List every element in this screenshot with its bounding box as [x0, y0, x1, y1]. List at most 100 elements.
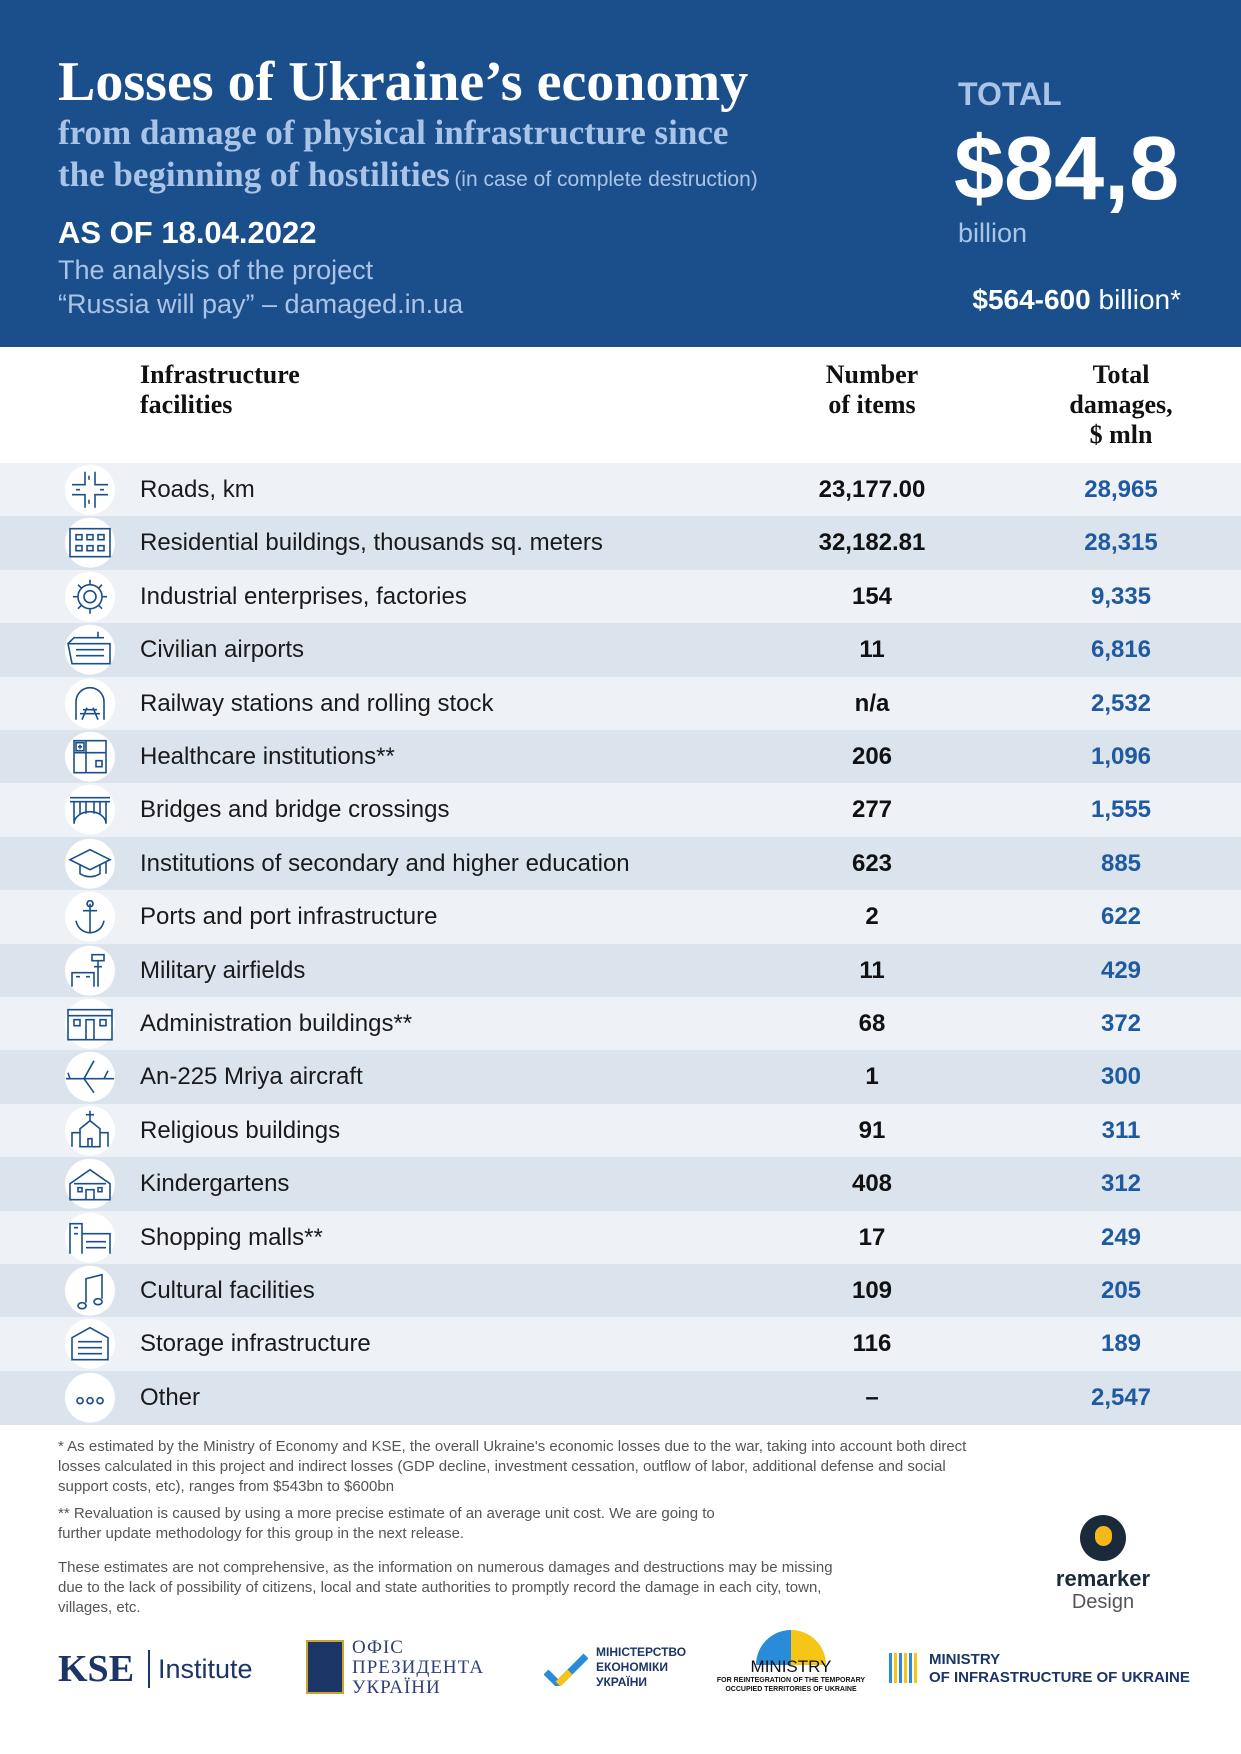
row-damage: 311 [1101, 1116, 1141, 1144]
row-label: Military airfields [140, 956, 306, 984]
row-label: Industrial enterprises, factories [140, 582, 467, 610]
icon-bg [65, 464, 115, 515]
row-icon [65, 998, 115, 1049]
row-count: 1 [865, 1063, 879, 1091]
icon-bg [65, 945, 115, 996]
icon-bg [65, 1105, 115, 1156]
table-row: Healthcare institutions** 206 1,096 [0, 730, 1241, 784]
row-icon [65, 464, 115, 515]
icon [69, 1222, 111, 1254]
icon-bg [65, 1212, 115, 1263]
designer-sub: Design [1071, 1591, 1135, 1613]
header-band [0, 0, 1241, 347]
row-icon [65, 731, 115, 782]
total-unit: billion [958, 218, 1028, 248]
logo-president: ОФІС [352, 1637, 404, 1658]
row-icon [65, 945, 115, 996]
overall-value: $564-600 [972, 284, 1091, 315]
column-header: Number [825, 360, 919, 389]
table-row: Cultural facilities 109 205 [0, 1264, 1241, 1318]
row-damage: 9,335 [1090, 582, 1152, 610]
row-label: Shopping malls** [140, 1223, 323, 1251]
row-label: Cultural facilities [140, 1277, 315, 1304]
logo-reint: MINISTRY [750, 1657, 832, 1676]
table-row: Other – 2,547 [0, 1370, 1241, 1425]
icon [72, 471, 108, 508]
row-icon [65, 624, 115, 675]
mark [555, 1669, 573, 1686]
row-count: 11 [859, 956, 885, 984]
row-icon [65, 518, 115, 569]
table-row: Civilian airports 11 6,816 [0, 623, 1241, 678]
designer-mark-dot [1095, 1526, 1112, 1546]
logo-infra: MINISTRY [929, 1651, 1001, 1668]
icon [71, 1110, 109, 1148]
icon [69, 1168, 111, 1201]
subtitle: the beginning of hostilities [58, 155, 450, 194]
row-count: 408 [851, 1170, 893, 1198]
row-label: Railway stations and rolling stock [140, 689, 494, 717]
icon [76, 1396, 104, 1405]
row-count: 17 [858, 1223, 886, 1251]
designer-mark [1080, 1515, 1126, 1561]
logo-kse-sub: Institute [158, 1654, 253, 1684]
row-icon [65, 1158, 115, 1209]
logo-bar [899, 1653, 902, 1683]
row-count: 32,182.81 [818, 529, 926, 557]
icon [67, 1008, 113, 1041]
column-header: Infrastructure [140, 360, 300, 389]
row-icon [65, 1372, 115, 1423]
row-label: Ports and port infrastructure [140, 903, 438, 931]
overall: $564-600 billion* [972, 284, 1181, 316]
icon-bg [65, 838, 115, 889]
row-label: Religious buildings [140, 1116, 341, 1144]
date: AS OF 18.04.2022 [58, 215, 317, 250]
row-icon [65, 838, 115, 889]
icon-bg [65, 731, 115, 782]
row-icon [65, 785, 115, 836]
logo-infra: OF INFRASTRUCTURE OF UKRAINE [929, 1669, 1190, 1686]
title: Losses of Ukraine’s economy [58, 51, 749, 113]
row-count: 623 [851, 849, 893, 877]
icon [67, 631, 111, 665]
row-count: 116 [852, 1330, 892, 1358]
logo-president: ПРЕЗИДЕНТА [352, 1657, 485, 1678]
logo-economy: МІНІСТЕРСТВО [596, 1645, 687, 1659]
table-row: Institutions of secondary and higher edu… [0, 836, 1241, 891]
logo-kse: KSE [58, 1648, 135, 1690]
table-row: Bridges and bridge crossings 277 1,555 [0, 783, 1241, 838]
row-count: 11 [859, 636, 885, 664]
subtitle-note: (in case of complete destruction) [454, 168, 758, 191]
row-icon [65, 1265, 115, 1316]
icon [71, 953, 105, 987]
icon [73, 579, 107, 614]
analysis: The analysis of the project [58, 255, 374, 285]
footnote: ** Revaluation is caused by using a more… [58, 1505, 715, 1542]
logo-economy-mark [544, 1653, 588, 1686]
logo-bar [909, 1653, 912, 1683]
table-row: Kindergartens 408 312 [0, 1157, 1241, 1212]
row-icon [65, 678, 115, 729]
row-damage: 429 [1100, 956, 1142, 984]
logo-divider [148, 1650, 150, 1688]
table-row: Military airfields 11 429 [0, 943, 1241, 998]
logo-infra-bars [889, 1653, 919, 1683]
icon [66, 1060, 114, 1094]
row-label: Civilian airports [140, 636, 305, 664]
logo-president: УКРАЇНИ [352, 1677, 441, 1698]
icon-bg [65, 1319, 115, 1370]
row-label: Other [140, 1383, 201, 1411]
icon-bg [65, 678, 115, 729]
analysis: “Russia will pay” – damaged.in.ua [58, 289, 464, 319]
icon-bg [65, 998, 115, 1049]
column-header: facilities [140, 390, 233, 419]
row-label: Roads, km [140, 476, 255, 503]
icon-bg [65, 785, 115, 836]
row-count: 206 [851, 743, 893, 770]
table-row: Ports and port infrastructure 2 622 [0, 890, 1241, 945]
row-damage: 312 [1100, 1170, 1142, 1198]
logo-emblem [306, 1640, 344, 1694]
table-row: Administration buildings** 68 372 [0, 997, 1241, 1051]
row-icon [65, 891, 115, 942]
row-label: An-225 Mriya aircraft [140, 1063, 363, 1091]
